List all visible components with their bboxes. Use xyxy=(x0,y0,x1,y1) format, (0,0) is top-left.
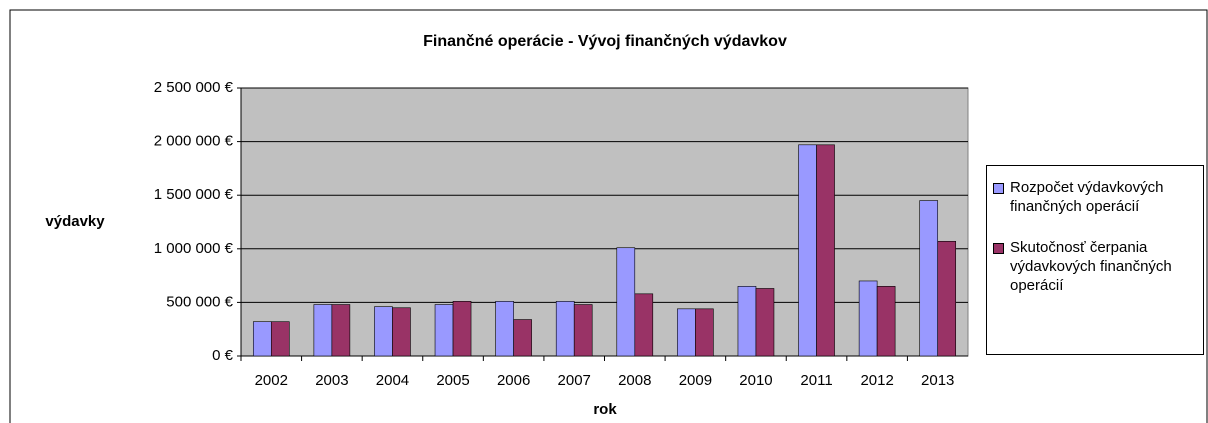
x-axis-title: rok xyxy=(593,401,617,418)
x-tick-label: 2004 xyxy=(376,372,409,389)
x-tick-label: 2007 xyxy=(558,372,591,389)
bar xyxy=(252,321,272,357)
y-tick-label: 1 500 000 € xyxy=(154,186,234,203)
bar xyxy=(755,288,775,357)
bar xyxy=(634,293,654,357)
chart-title: Finančné operácie - Vývoj finančných výd… xyxy=(423,33,787,50)
y-tick-label: 0 € xyxy=(212,347,234,364)
bar xyxy=(876,286,896,357)
x-tick-label: 2006 xyxy=(497,372,530,389)
bar xyxy=(331,304,351,357)
bar xyxy=(270,321,290,357)
bar xyxy=(695,308,714,357)
bar xyxy=(555,301,575,357)
y-tick-label: 1 000 000 € xyxy=(154,240,234,257)
bar xyxy=(937,240,957,357)
legend-entry: Rozpočet výdavkových finančných operácií xyxy=(993,178,1199,216)
plot-area xyxy=(240,87,969,357)
y-tick-label: 2 500 000 € xyxy=(154,79,234,96)
legend-swatch xyxy=(993,183,1004,194)
bar xyxy=(573,304,593,357)
x-tick-label: 2008 xyxy=(618,372,651,389)
bar xyxy=(616,247,636,357)
x-tick-label: 2003 xyxy=(315,372,348,389)
bar xyxy=(434,304,454,357)
y-tick-label: 2 000 000 € xyxy=(154,133,234,150)
bar xyxy=(495,301,514,357)
y-tick-label: 500 000 € xyxy=(166,293,233,310)
bar xyxy=(374,306,393,357)
legend-swatch xyxy=(993,243,1004,254)
bar xyxy=(392,307,411,357)
bar xyxy=(513,319,532,357)
legend-label: Rozpočet výdavkových finančných operácií xyxy=(1010,179,1164,215)
legend: Rozpočet výdavkových finančných operácií… xyxy=(986,165,1204,355)
bar xyxy=(858,280,878,357)
bar xyxy=(919,200,939,357)
x-tick-label: 2005 xyxy=(436,372,469,389)
x-tick-label: 2013 xyxy=(921,372,954,389)
x-tick-label: 2012 xyxy=(860,372,893,389)
x-tick-label: 2009 xyxy=(679,372,712,389)
y-axis-title: výdavky xyxy=(45,213,105,230)
bar xyxy=(313,304,333,357)
legend-label: Skutočnosť čerpania výdavkových finančný… xyxy=(1010,239,1172,294)
legend-entry: Skutočnosť čerpania výdavkových finančný… xyxy=(993,238,1199,295)
x-tick-label: 2002 xyxy=(255,372,288,389)
bar xyxy=(677,308,696,357)
bar xyxy=(737,286,757,357)
bar xyxy=(798,144,817,357)
x-tick-label: 2010 xyxy=(739,372,772,389)
bar xyxy=(816,144,835,357)
bar xyxy=(452,301,472,357)
x-tick-label: 2011 xyxy=(800,372,832,389)
